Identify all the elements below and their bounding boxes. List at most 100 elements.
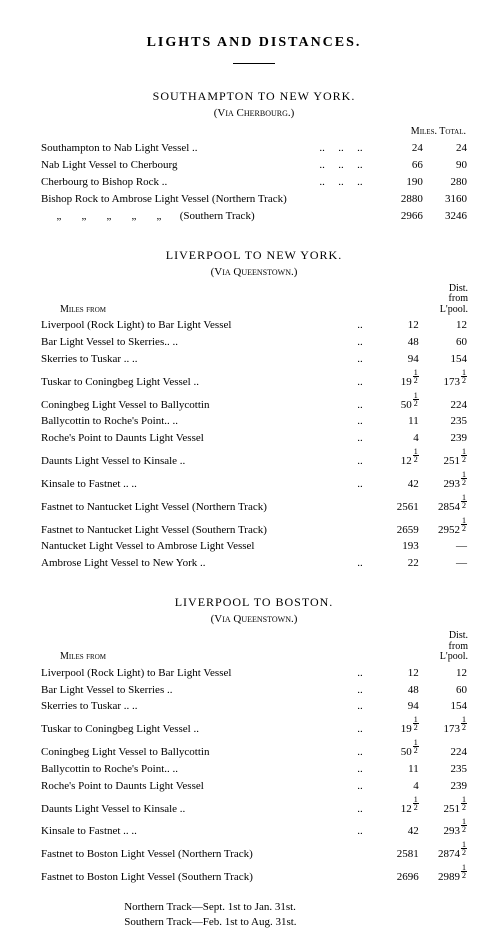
leg-label: Kinsale to Fastnet .. .. [40,817,351,840]
miles-cell: 4 [369,778,419,795]
table-row: Fastnet to Nantucket Light Vessel (North… [40,493,468,516]
table-row: Bar Light Vessel to Skerries ....4860 [40,682,468,699]
leader-dots: .. [351,351,370,368]
table-row: Kinsale to Fastnet .. ....4229312 [40,470,468,493]
leg-label: Fastnet to Boston Light Vessel (Southern… [40,863,369,886]
table-row: Ballycottin to Roche's Point.. ....11235 [40,413,468,430]
total-cell: 17312 [420,368,468,391]
total-cell: 239 [420,778,468,795]
miles-cell: 4 [369,430,419,447]
miles-cell: 193 [369,538,419,555]
leader-dots: .. [313,157,332,174]
total-cell: 224 [420,391,468,414]
divider [233,63,275,64]
leader-dots: .. [351,413,370,430]
table-row: Ambrose Light Vessel to New York ....22— [40,555,468,572]
total-cell: — [420,555,468,572]
leader-dots: .. [351,368,370,391]
total-cell: 154 [420,351,468,368]
column-head: Dist.fromL'pool. [418,284,468,316]
total-cell: 298912 [420,863,468,886]
section-via: (Via Queenstown.) [40,612,468,627]
leg-label: Roche's Point to Daunts Light Vessel [40,778,351,795]
total-cell: 239 [420,430,468,447]
leg-label: Ballycottin to Roche's Point.. .. [40,413,351,430]
miles-cell: 11 [369,761,419,778]
miles-cell: 1212 [369,447,419,470]
table-row: Coningbeg Light Vessel to Ballycottin..5… [40,738,468,761]
miles-cell: 2561 [369,493,419,516]
miles-cell: 2880 [369,191,424,208]
footer-line: Southern Track—Feb. 1st to Aug. 31st. [84,915,424,930]
leader-dots: .. [351,795,370,818]
table-row: Kinsale to Fastnet .. ....4229312 [40,817,468,840]
leader-dots: .. [351,778,370,795]
column-head: Dist.fromL'pool. [418,631,468,663]
miles-cell: 94 [369,351,419,368]
leader-dots: .. [332,140,351,157]
leader-dots: .. [351,555,370,572]
miles-from-label: Miles from [60,303,106,317]
leg-label: Cherbourg to Bishop Rock .. [40,174,313,191]
table-row: Liverpool (Rock Light) to Bar Light Vess… [40,665,468,682]
leader-dots: .. [351,391,370,414]
miles-cell: 94 [369,698,419,715]
leader-dots: .. [351,698,370,715]
table-row: Bar Light Vessel to Skerries.. ....4860 [40,334,468,351]
section-title: SOUTHAMPTON TO NEW YORK. [40,88,468,104]
leader-dots: .. [351,317,370,334]
table-row: Ballycottin to Roche's Point.. ....11235 [40,761,468,778]
distance-table: Southampton to Nab Light Vessel ........… [40,140,468,224]
section-title: LIVERPOOL TO NEW YORK. [40,247,468,263]
table-row: Southampton to Nab Light Vessel ........… [40,140,468,157]
leader-dots: .. [313,140,332,157]
miles-from-label: Miles from [60,650,106,664]
leg-label: Bishop Rock to Ambrose Light Vessel (Nor… [40,191,369,208]
table-row: „ „ „ „ „ (Southern Track)29663246 [40,208,468,225]
leg-label: Southampton to Nab Light Vessel .. [40,140,313,157]
leader-dots: .. [351,430,370,447]
total-cell: 12 [420,317,468,334]
footer: Northern Track—Sept. 1st to Jan. 31st. S… [40,900,468,930]
total-cell: 154 [420,698,468,715]
total-cell: 25112 [420,447,468,470]
miles-cell: 24 [369,140,424,157]
table-row: Roche's Point to Daunts Light Vessel..42… [40,430,468,447]
miles-cell: 5012 [369,738,419,761]
leader-dots: .. [350,174,369,191]
distance-table: Liverpool (Rock Light) to Bar Light Vess… [40,317,468,572]
leader-dots: .. [350,140,369,157]
total-cell: 29312 [420,817,468,840]
table-row: Liverpool (Rock Light) to Bar Light Vess… [40,317,468,334]
miles-cell: 1912 [369,715,419,738]
total-cell: 25112 [420,795,468,818]
total-cell: 285412 [420,493,468,516]
leg-label: Ballycottin to Roche's Point.. .. [40,761,351,778]
table-row: Daunts Light Vessel to Kinsale ....12122… [40,795,468,818]
leg-label: Daunts Light Vessel to Kinsale .. [40,447,351,470]
leader-dots: .. [351,682,370,699]
miles-cell: 42 [369,470,419,493]
total-cell: 280 [424,174,468,191]
miles-cell: 190 [369,174,424,191]
leg-label: Skerries to Tuskar .. .. [40,698,351,715]
leg-label: Bar Light Vessel to Skerries .. [40,682,351,699]
miles-cell: 42 [369,817,419,840]
leg-label: Bar Light Vessel to Skerries.. .. [40,334,351,351]
leader-dots: .. [351,470,370,493]
total-cell: 295212 [420,516,468,539]
total-cell: 12 [420,665,468,682]
table-row: Nantucket Light Vessel to Ambrose Light … [40,538,468,555]
leg-label: Nab Light Vessel to Cherbourg [40,157,313,174]
table-row: Fastnet to Nantucket Light Vessel (South… [40,516,468,539]
total-cell: 29312 [420,470,468,493]
table-row: Nab Light Vessel to Cherbourg......6690 [40,157,468,174]
table-row: Skerries to Tuskar .. ....94154 [40,351,468,368]
miles-cell: 2696 [369,863,419,886]
total-cell: — [420,538,468,555]
page-title: LIGHTS AND DISTANCES. [40,34,468,53]
leg-label: Liverpool (Rock Light) to Bar Light Vess… [40,317,351,334]
miles-cell: 2659 [369,516,419,539]
miles-cell: 66 [369,157,424,174]
table-row: Bishop Rock to Ambrose Light Vessel (Nor… [40,191,468,208]
